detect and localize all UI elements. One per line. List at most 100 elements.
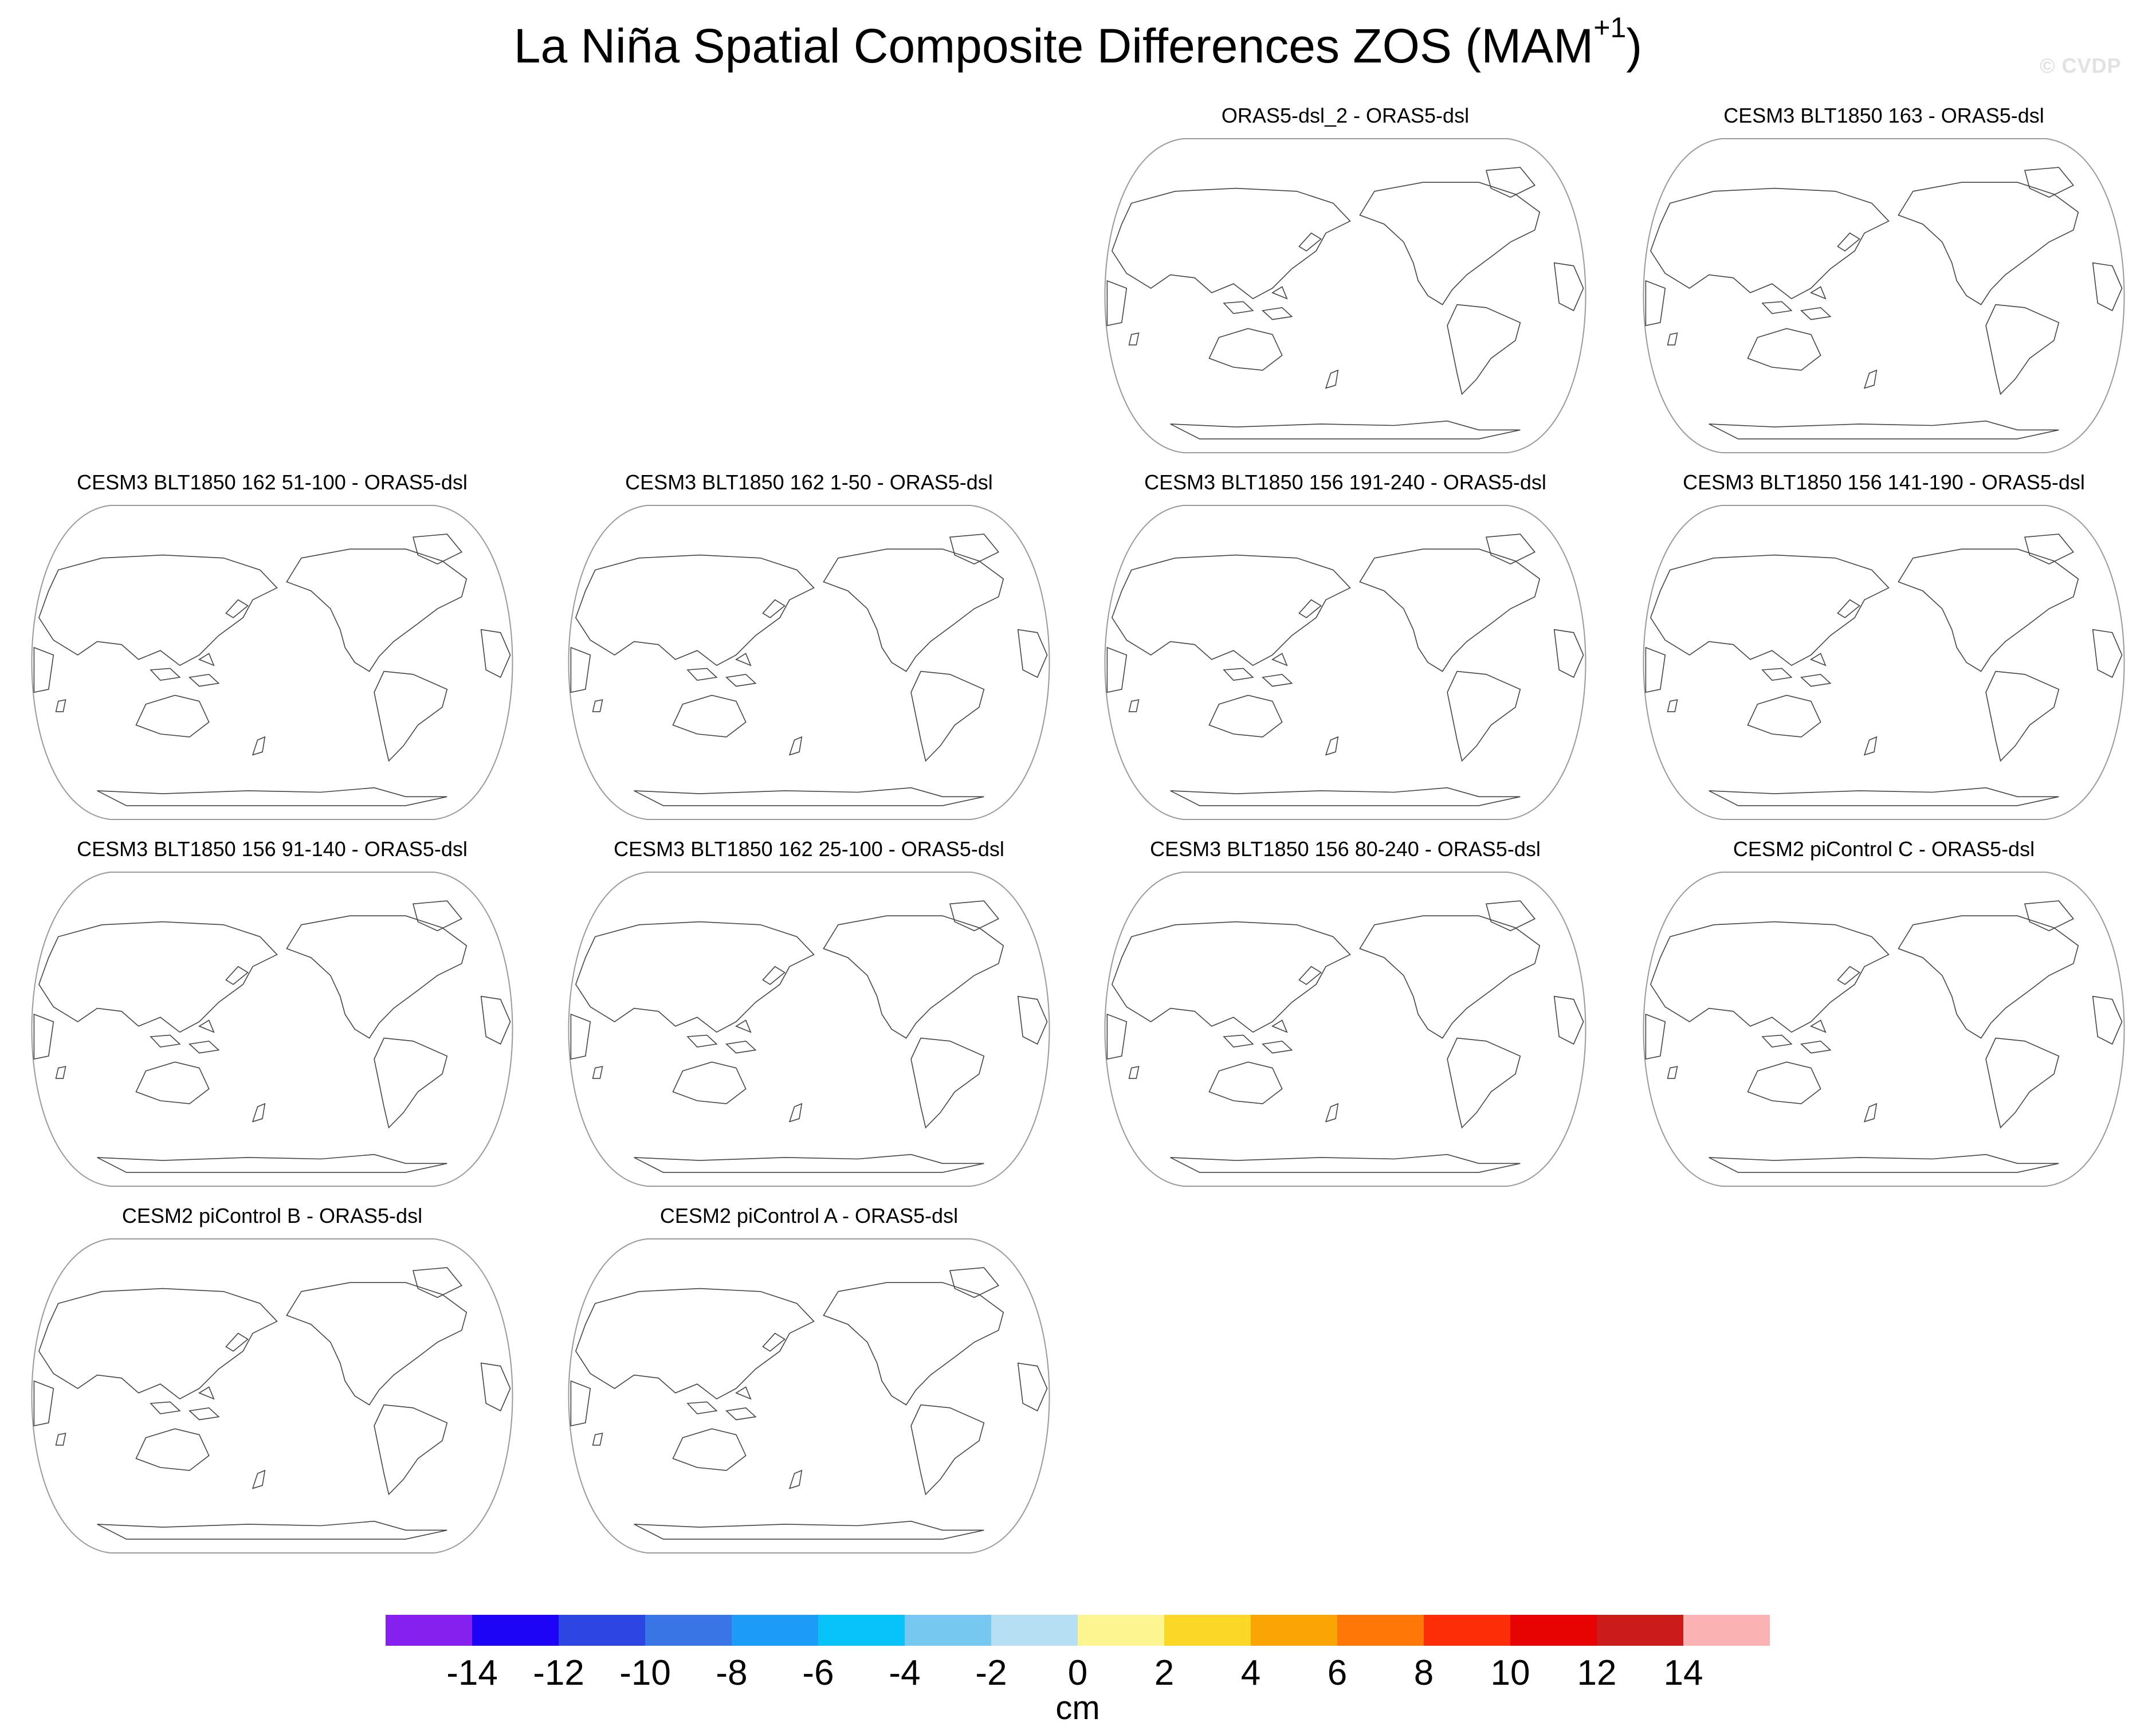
robinson-map <box>31 505 513 820</box>
coastline <box>225 1332 249 1352</box>
coastline <box>1106 1013 1128 1060</box>
coastline <box>374 1037 448 1129</box>
colorbar-box <box>386 1615 472 1646</box>
coastline <box>1645 1013 1666 1060</box>
map-panel: CESM3 BLT1850 156 191-240 - ORAS5-dsl <box>1082 470 1609 825</box>
coastline <box>1359 915 1541 1039</box>
coastline <box>1667 332 1678 346</box>
coastline <box>1650 921 1890 1033</box>
coastline <box>1485 533 1536 565</box>
coastline <box>1800 673 1832 687</box>
map-panel: CESM3 BLT1850 156 91-140 - ORAS5-dsl <box>9 837 536 1192</box>
coastline <box>1017 629 1048 678</box>
coastline <box>823 548 1004 672</box>
coastline <box>188 673 220 687</box>
coastline <box>592 1066 603 1079</box>
coastline <box>762 1332 786 1352</box>
coastline <box>1650 554 1890 666</box>
map-panel: CESM2 piControl A - ORAS5-dsl <box>545 1203 1073 1559</box>
colorbar-tick-label: 10 <box>1491 1653 1530 1693</box>
map-panel: CESM2 piControl C - ORAS5-dsl <box>1620 837 2147 1192</box>
coastline <box>1262 307 1293 320</box>
coastline <box>949 900 1000 932</box>
map-panel: CESM3 BLT1850 162 51-100 - ORAS5-dsl <box>9 470 536 825</box>
coastline <box>1271 286 1288 300</box>
colorbar-tick-label: 14 <box>1664 1653 1703 1693</box>
coastline <box>412 1267 463 1299</box>
colorbar-box <box>732 1615 818 1646</box>
map-panel: ORAS5-dsl_2 - ORAS5-dsl <box>1082 103 1609 458</box>
map-panel: CESM3 BLT1850 162 1-50 - ORAS5-dsl <box>545 470 1073 825</box>
coastline <box>2092 629 2123 678</box>
coastline <box>1128 332 1140 346</box>
robinson-map <box>1104 872 1586 1187</box>
panel-title: CESM3 BLT1850 163 - ORAS5-dsl <box>1723 104 2044 127</box>
coastline <box>762 599 786 618</box>
robinson-map <box>1643 872 2125 1187</box>
colorbar-tick-label: -10 <box>619 1653 671 1693</box>
coastline <box>1985 1037 2060 1129</box>
coastline <box>1709 787 2059 806</box>
coastline <box>252 736 266 756</box>
coastline <box>1709 1154 2059 1173</box>
coastline <box>1800 307 1832 320</box>
colorbar-tick-label: 12 <box>1577 1653 1617 1693</box>
map-boundary <box>31 1238 513 1554</box>
map-panel: CESM3 BLT1850 163 - ORAS5-dsl <box>1620 103 2147 458</box>
coastline <box>1863 369 1878 389</box>
coastline <box>1447 1037 1521 1129</box>
coastline <box>1106 280 1128 327</box>
map-boundary <box>31 872 513 1187</box>
coastline <box>188 1407 220 1421</box>
coastline <box>135 695 210 737</box>
coastline <box>1747 1061 1821 1104</box>
coastline <box>762 966 786 985</box>
coastline <box>150 1034 181 1048</box>
coastline <box>1106 646 1128 693</box>
coastline <box>910 670 985 762</box>
colorbar-tick-label: 6 <box>1328 1653 1347 1693</box>
coastline <box>252 1103 266 1123</box>
coastline <box>788 736 803 756</box>
colorbar-unit-label: cm <box>1055 1689 1099 1727</box>
colorbar-box <box>818 1615 905 1646</box>
coastline <box>735 1019 752 1033</box>
coastline <box>412 900 463 932</box>
coastline <box>1447 670 1521 762</box>
coastline <box>1298 232 1322 252</box>
coastline <box>198 653 215 666</box>
coastline <box>672 1061 747 1104</box>
coastline <box>1170 420 1521 440</box>
coastline <box>1271 653 1288 666</box>
coastline <box>480 1362 511 1412</box>
coastline <box>55 699 66 712</box>
coastline <box>1271 1019 1288 1033</box>
coastline <box>150 668 181 681</box>
coastline <box>1985 304 2060 395</box>
coastline <box>33 1013 54 1060</box>
coastline <box>1810 1019 1827 1033</box>
coastline <box>686 1034 718 1048</box>
colorbar-tick-label: -8 <box>716 1653 747 1693</box>
robinson-map <box>1643 138 2125 453</box>
coastline <box>1485 167 1536 198</box>
coastline <box>1761 301 1793 315</box>
colorbar-tick-label: -12 <box>533 1653 584 1693</box>
coastline <box>38 921 278 1033</box>
panel-title: CESM3 BLT1850 162 51-100 - ORAS5-dsl <box>77 470 468 494</box>
coastline <box>1667 699 1678 712</box>
coastline <box>1359 548 1541 672</box>
coastline <box>725 673 757 687</box>
colorbar-box <box>1078 1615 1164 1646</box>
coastline <box>1223 668 1254 681</box>
coastline <box>150 1401 181 1415</box>
robinson-map <box>31 872 513 1187</box>
coastline <box>686 668 718 681</box>
panel-title: CESM3 BLT1850 156 191-240 - ORAS5-dsl <box>1144 470 1546 494</box>
coastline <box>592 1433 603 1446</box>
coastline <box>1017 995 1048 1045</box>
coastline <box>1898 182 2079 305</box>
coastline <box>198 1386 215 1400</box>
figure-title: La Niña Spatial Composite Differences ZO… <box>513 11 1643 73</box>
